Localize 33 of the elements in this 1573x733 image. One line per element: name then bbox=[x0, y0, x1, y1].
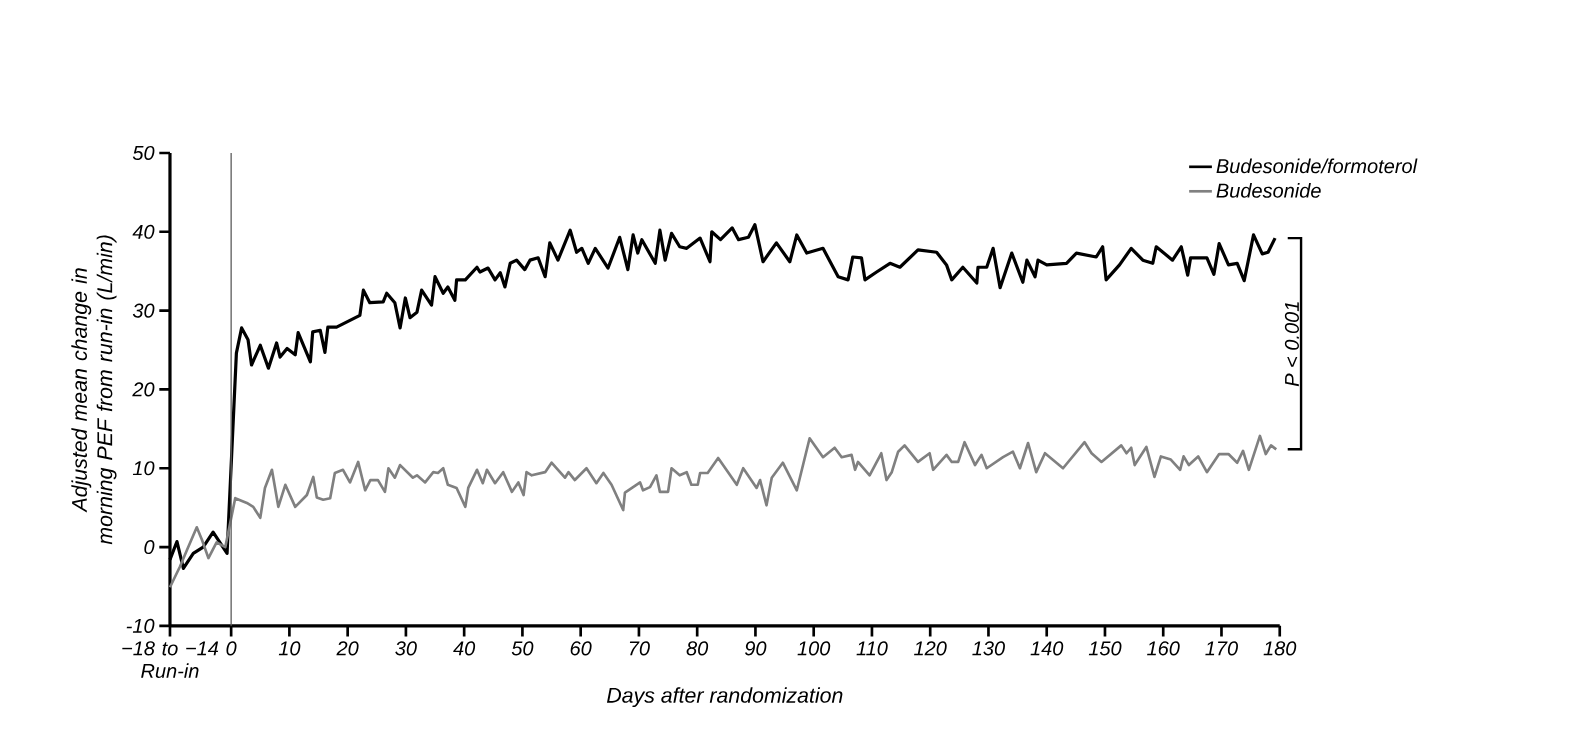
legend-label: Budesonide bbox=[1216, 182, 1321, 198]
x-tick-label: 30 bbox=[395, 641, 417, 656]
x-tick-label: 120 bbox=[914, 641, 947, 656]
x-tick-label: 90 bbox=[745, 641, 767, 656]
x-tick-label: 100 bbox=[797, 641, 831, 656]
x-tick-label: 80 bbox=[686, 641, 709, 656]
y-tick-label: 0 bbox=[144, 539, 155, 555]
x-tick-label: 0 bbox=[226, 641, 237, 656]
x-tick-label: 20 bbox=[336, 641, 359, 656]
y-tick-label: 30 bbox=[132, 303, 155, 318]
x-tick-label: 140 bbox=[1030, 641, 1064, 656]
y-axis-title: Adjusted mean change in morning PEF from run-in (L/min) bbox=[71, 235, 117, 545]
x-tick-label: 50 bbox=[511, 641, 534, 656]
x-tick-label: 110 bbox=[856, 641, 888, 656]
x-tick-label: 10 bbox=[278, 641, 301, 656]
x-tick-label: 40 bbox=[453, 641, 476, 656]
x-axis-title: Days after randomization bbox=[606, 687, 843, 707]
x-tick-label: 60 bbox=[570, 641, 592, 656]
legend-label: Budesonide/formoterol bbox=[1216, 158, 1418, 174]
x-tick-label: 170 bbox=[1205, 641, 1238, 656]
y-tick-label: 40 bbox=[132, 224, 155, 239]
x-tick-label: 180 bbox=[1263, 641, 1297, 656]
x-tick-label: 160 bbox=[1147, 641, 1180, 656]
text: P < 0.001 bbox=[1284, 302, 1300, 387]
y-tick-label: -10 bbox=[126, 618, 155, 633]
x-tick-label: 130 bbox=[972, 641, 1005, 656]
y-tick-label: 20 bbox=[132, 382, 155, 397]
x-tick-label: 70 bbox=[629, 641, 650, 656]
y-tick-label: 50 bbox=[132, 145, 155, 160]
x-tick-label: −18 to −14 Run-in bbox=[122, 641, 219, 678]
y-tick-label: 10 bbox=[132, 461, 155, 476]
line-series bbox=[168, 434, 1278, 589]
x-tick-label: 150 bbox=[1088, 641, 1122, 656]
